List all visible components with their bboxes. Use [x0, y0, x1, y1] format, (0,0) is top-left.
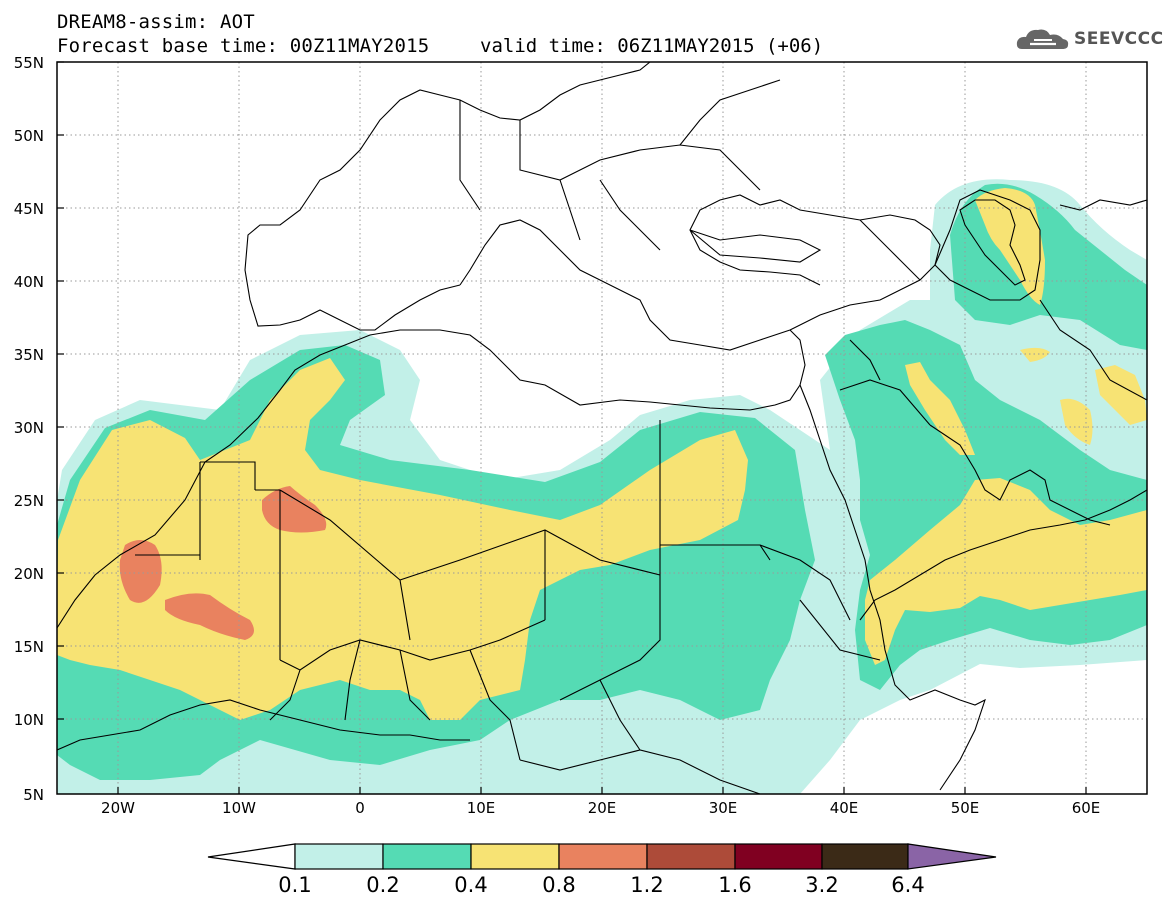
lat-label: 40N — [14, 273, 44, 291]
lon-label: 10W — [222, 799, 256, 817]
lat-label: 5N — [23, 786, 44, 804]
colorbar-max-triangle — [907, 843, 997, 870]
colorbar-label: 1.2 — [630, 873, 663, 897]
lon-label: 20W — [101, 799, 135, 817]
colorbar-label: 0.1 — [278, 873, 311, 897]
lat-label: 45N — [14, 200, 44, 218]
cloud-logo-icon — [1016, 29, 1069, 49]
colorbar-swatch — [558, 843, 648, 870]
colorbar-swatch — [734, 843, 823, 870]
lat-label: 25N — [14, 492, 44, 510]
lon-label: 30E — [709, 799, 738, 817]
colorbar-swatch — [382, 843, 472, 870]
lon-label: 20E — [588, 799, 617, 817]
lat-label: 55N — [14, 54, 44, 72]
colorbar-swatch — [294, 843, 384, 870]
colorbar-swatch — [470, 843, 560, 870]
colorbar-label: 0.8 — [542, 873, 575, 897]
lat-labels: 55N 50N 45N 40N 35N 30N 25N 20N 15N 10N … — [14, 54, 44, 804]
colorbar-labels: 0.1 0.2 0.4 0.8 1.2 1.6 3.2 6.4 — [278, 873, 924, 897]
lon-label: 10E — [467, 799, 496, 817]
colorbar-label: 1.6 — [718, 873, 751, 897]
lat-label: 50N — [14, 127, 44, 145]
aot-shading — [57, 179, 1147, 794]
lon-label: 60E — [1072, 799, 1101, 817]
colorbar-min-triangle — [207, 843, 296, 870]
colorbar-swatch — [821, 843, 909, 870]
colorbar — [207, 843, 997, 870]
colorbar-label: 0.2 — [366, 873, 399, 897]
lat-label: 15N — [14, 638, 44, 656]
colorbar-swatch — [646, 843, 736, 870]
lat-label: 35N — [14, 346, 44, 364]
lon-label: 50E — [951, 799, 980, 817]
lon-label: 0 — [355, 799, 365, 817]
lat-label: 20N — [14, 565, 44, 583]
aot-level-0.8 — [119, 486, 327, 640]
lon-label: 40E — [830, 799, 859, 817]
map-title: DREAM8-assim: AOT — [57, 11, 255, 33]
colorbar-label: 6.4 — [891, 873, 924, 897]
valid-time: valid time: 06Z11MAY2015 (+06) — [480, 35, 824, 57]
lon-labels: 20W 10W 0 10E 20E 30E 40E 50E 60E — [101, 799, 1100, 817]
logo-text: SEEVCCC — [1074, 29, 1164, 49]
axis-ticks — [57, 61, 1087, 794]
coastlines-borders — [57, 62, 1147, 794]
lat-label: 10N — [14, 711, 44, 729]
colorbar-label: 3.2 — [805, 873, 838, 897]
colorbar-label: 0.4 — [454, 873, 487, 897]
lat-label: 30N — [14, 419, 44, 437]
forecast-base-time: Forecast base time: 00Z11MAY2015 — [57, 35, 430, 57]
